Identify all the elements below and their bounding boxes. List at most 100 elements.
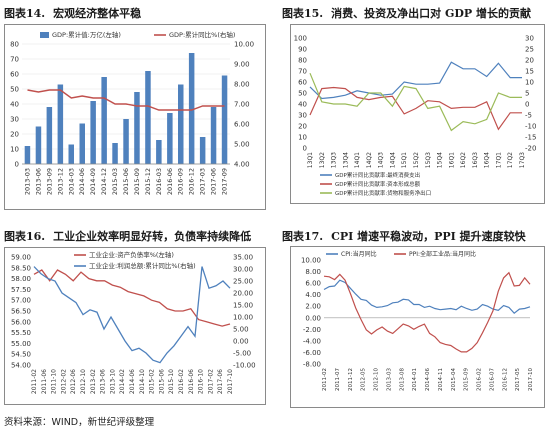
- x-tick-label: 2016-02: [178, 369, 185, 394]
- x-tick-label: 2014-09: [89, 168, 97, 195]
- left-tick-label: 30: [298, 112, 307, 120]
- x-tick-label: 2011-02: [31, 369, 38, 394]
- series-line: [323, 279, 531, 315]
- x-tick-label: 2016-12: [502, 368, 508, 391]
- left-tick-label: 20: [298, 123, 307, 131]
- x-tick-label: 2013-06: [34, 168, 42, 195]
- left-tick-label: 59.00: [11, 254, 31, 262]
- left-tick-label: -2.00: [303, 326, 321, 334]
- bar: [123, 119, 129, 164]
- right-tick-label: 4.00: [234, 161, 250, 169]
- right-tick-label: -20: [525, 145, 536, 153]
- x-tick-label: 2015-12: [144, 168, 152, 195]
- x-tick-label: 2014-10: [139, 369, 146, 394]
- x-tick-label: 15Q2: [413, 152, 420, 168]
- x-tick-label: 2016-10: [198, 369, 205, 394]
- right-tick-label: 5.00: [233, 326, 249, 334]
- right-tick-label: -5.00: [233, 350, 251, 358]
- legend-label: GDP累计同比贡献率:最终消费支出: [335, 171, 420, 179]
- right-tick-label: 7.00: [234, 101, 250, 109]
- series-line: [27, 89, 225, 111]
- right-tick-label: 5: [525, 90, 529, 98]
- right-tick-label: 15: [525, 68, 534, 76]
- x-tick-label: 2016-06: [188, 369, 195, 394]
- chart-frame: [290, 24, 545, 204]
- bar: [46, 107, 53, 164]
- x-tick-label: 2014-06: [425, 368, 431, 391]
- bar: [112, 143, 118, 164]
- x-tick-label: 2013-08: [399, 368, 405, 391]
- left-tick-label: 60: [298, 79, 307, 87]
- right-tick-label: 20: [525, 57, 534, 65]
- left-tick-label: 20: [10, 131, 19, 139]
- legend-label: CPI:当月同比: [341, 250, 377, 258]
- left-tick-label: 4.00: [305, 291, 321, 299]
- x-tick-label: 2017-03: [199, 168, 207, 195]
- x-tick-label: 14Q1: [354, 152, 361, 168]
- x-tick-label: 2013-06: [100, 369, 107, 394]
- x-tick-label: 13Q1: [307, 152, 314, 168]
- x-tick-label: 2015-09: [133, 168, 141, 195]
- left-tick-label: 80: [10, 41, 19, 49]
- left-tick-label: 40: [10, 101, 19, 109]
- bar: [221, 75, 228, 164]
- legend-label: GDP:累计值:万亿(左轴): [52, 30, 121, 39]
- x-tick-label: 2017-10: [528, 368, 534, 391]
- panel-title-14: 图表14. 宏观经济整体平稳: [4, 5, 141, 21]
- right-tick-label: -10.00: [233, 362, 256, 370]
- left-tick-label: 90: [298, 46, 307, 54]
- x-tick-label: 2016-12: [188, 168, 196, 195]
- left-tick-label: 56.50: [11, 308, 31, 316]
- x-tick-label: 2015-06: [158, 369, 165, 394]
- left-tick-label: 10: [10, 146, 19, 154]
- figure-caption: 宏观经济整体平稳: [53, 7, 142, 20]
- chart-gdp: 0 10 20 30 40 50 60 70 80 4.00 5.00 6.00 7.00 8.00 9.0…: [4, 24, 266, 210]
- x-tick-label: 2013-03: [23, 168, 31, 195]
- x-tick-label: 2015-06: [122, 168, 130, 195]
- figure-caption: 工业企业效率明显好转，负债率持续降低: [53, 230, 252, 243]
- bar: [167, 113, 173, 164]
- figure-number: 图表15.: [282, 7, 324, 20]
- right-tick-label: -15: [525, 134, 536, 142]
- right-tick-label: -5: [525, 112, 532, 120]
- figure-number: 图表14.: [4, 7, 46, 20]
- x-tick-label: 2014-02: [119, 369, 126, 394]
- x-tick-label: 2012-02: [60, 369, 67, 394]
- x-tick-label: 2016-06: [166, 168, 174, 195]
- right-tick-label: 20.00: [233, 290, 253, 298]
- x-tick-label: 13Q4: [342, 152, 349, 168]
- series-line: [309, 86, 522, 131]
- figure-number: 图表16.: [4, 230, 46, 243]
- chart-gdp-contribution: 0 10 20 30 40 50 60 70 80 90 100 -20 -15 -10 -5 0 5 10 15 2…: [290, 24, 545, 204]
- x-tick-label: 2012-05: [361, 368, 367, 391]
- right-tick-label: 10: [525, 79, 534, 87]
- x-tick-label: 16Q1: [448, 152, 455, 168]
- panel-title-17: 图表17. CPI 增速平稳波动，PPI 提升速度较快: [282, 228, 526, 244]
- left-tick-label: 70: [298, 68, 307, 76]
- x-tick-label: 2013-10: [109, 369, 116, 394]
- left-tick-label: 40: [298, 101, 307, 109]
- legend-label: GDP累计同比贡献率:货物和服务净出口: [335, 189, 431, 197]
- panel-title-15: 图表15. 消费、投资及净出口对 GDP 增长的贡献: [282, 5, 531, 21]
- x-tick-label: 2014-11: [438, 368, 444, 391]
- bar: [134, 92, 140, 164]
- bar: [156, 140, 162, 164]
- right-tick-label: 10.00: [234, 41, 254, 49]
- left-tick-label: 57.50: [11, 286, 31, 294]
- left-tick-label: 58.00: [11, 275, 31, 283]
- bar: [178, 84, 184, 164]
- legend-label: GDP累计同比贡献率:资本形成总额: [335, 180, 421, 188]
- right-tick-label: 8.00: [234, 81, 250, 89]
- x-tick-label: 17Q1: [495, 152, 502, 168]
- bar: [90, 101, 96, 164]
- x-tick-label: 2011-12: [348, 368, 354, 391]
- x-tick-label: 2017-10: [227, 369, 234, 394]
- x-tick-label: 2014-06: [129, 369, 136, 394]
- left-tick-label: 30: [10, 116, 19, 124]
- x-tick-label: 2015-09: [464, 368, 470, 391]
- x-tick-label: 13Q3: [331, 152, 338, 168]
- x-tick-label: 2013-09: [45, 168, 53, 195]
- series-line: [309, 72, 522, 132]
- x-tick-label: 2011-06: [41, 369, 48, 394]
- x-tick-label: 16Q4: [484, 152, 491, 168]
